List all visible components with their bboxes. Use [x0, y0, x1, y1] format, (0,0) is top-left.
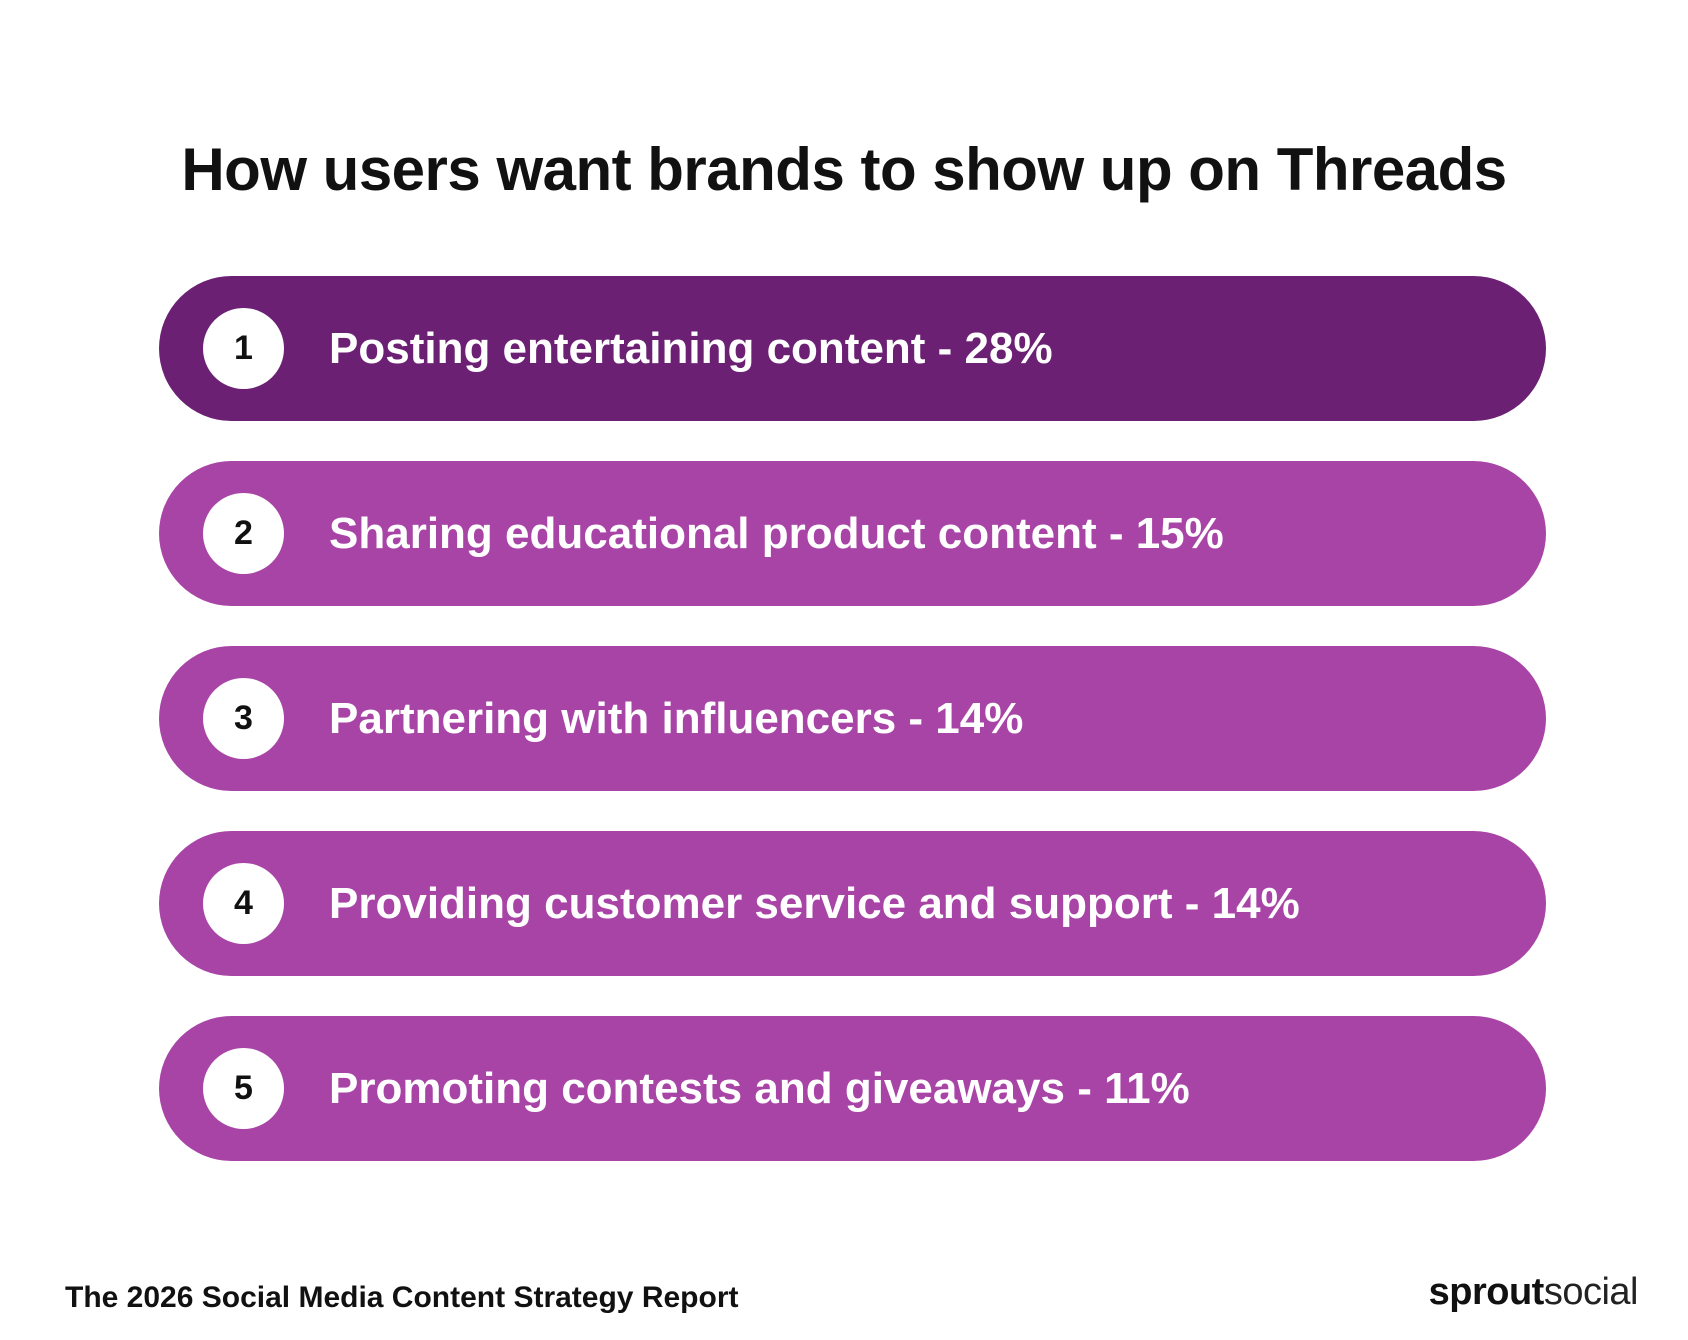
list-item-4: 4 Providing customer service and support…	[159, 831, 1546, 976]
rank-badge: 2	[203, 493, 284, 574]
list-item-2: 2 Sharing educational product content - …	[159, 461, 1546, 606]
rank-badge: 4	[203, 863, 284, 944]
item-label: Posting entertaining content - 28%	[329, 324, 1053, 373]
ranked-list: 1 Posting entertaining content - 28% 2 S…	[159, 276, 1546, 1201]
report-name: The 2026 Social Media Content Strategy R…	[65, 1281, 739, 1314]
item-label: Partnering with influencers - 14%	[329, 694, 1024, 743]
rank-badge: 3	[203, 678, 284, 759]
rank-badge: 5	[203, 1048, 284, 1129]
list-item-3: 3 Partnering with influencers - 14%	[159, 646, 1546, 791]
rank-badge: 1	[203, 308, 284, 389]
item-label: Promoting contests and giveaways - 11%	[329, 1064, 1190, 1113]
item-label: Providing customer service and support -…	[329, 879, 1300, 928]
list-item-5: 5 Promoting contests and giveaways - 11%	[159, 1016, 1546, 1161]
item-label: Sharing educational product content - 15…	[329, 509, 1224, 558]
list-item-1: 1 Posting entertaining content - 28%	[159, 276, 1546, 421]
logo-part-social: social	[1543, 1271, 1639, 1313]
page-title: How users want brands to show up on Thre…	[181, 136, 1507, 203]
sprout-social-logo: sproutsocial	[1428, 1268, 1639, 1316]
logo-part-sprout: sprout	[1428, 1271, 1545, 1313]
